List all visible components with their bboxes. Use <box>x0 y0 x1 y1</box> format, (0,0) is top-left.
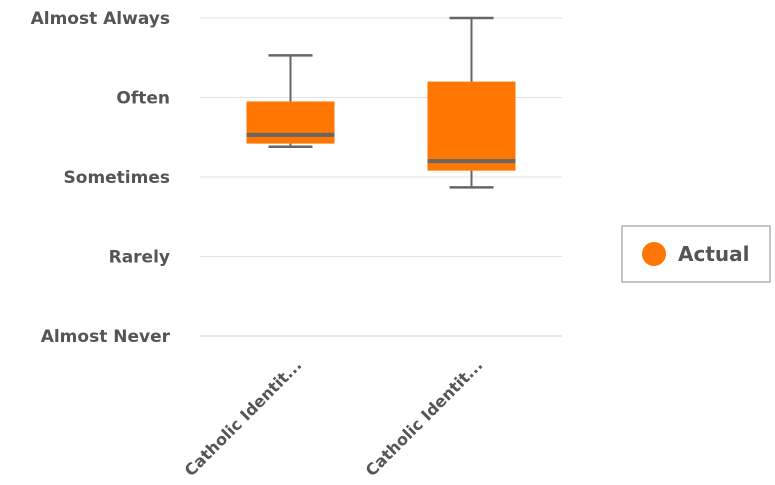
y-axis-labels: Almost Never Rarely Sometimes Often Almost A… <box>31 9 171 347</box>
x-tick-label: Catholic Identit... <box>362 355 487 480</box>
x-tick-label: Catholic Identit... <box>181 355 306 480</box>
legend-label: Actual <box>678 242 749 266</box>
legend: Actual <box>621 225 771 283</box>
gridlines <box>200 17 562 337</box>
iqr-box <box>246 101 335 144</box>
y-tick-label: Almost Never <box>41 327 171 347</box>
x-axis-labels: Catholic Identit... Catholic Identit... <box>181 355 487 480</box>
y-tick-label: Often <box>116 89 170 109</box>
boxes <box>246 16 516 189</box>
y-tick-label: Sometimes <box>64 168 170 188</box>
y-tick-label: Rarely <box>109 248 170 268</box>
box-group <box>246 54 335 149</box>
legend-swatch <box>642 242 666 266</box>
box-group <box>427 16 516 189</box>
y-tick-label: Almost Always <box>31 9 170 29</box>
iqr-box <box>427 81 516 171</box>
